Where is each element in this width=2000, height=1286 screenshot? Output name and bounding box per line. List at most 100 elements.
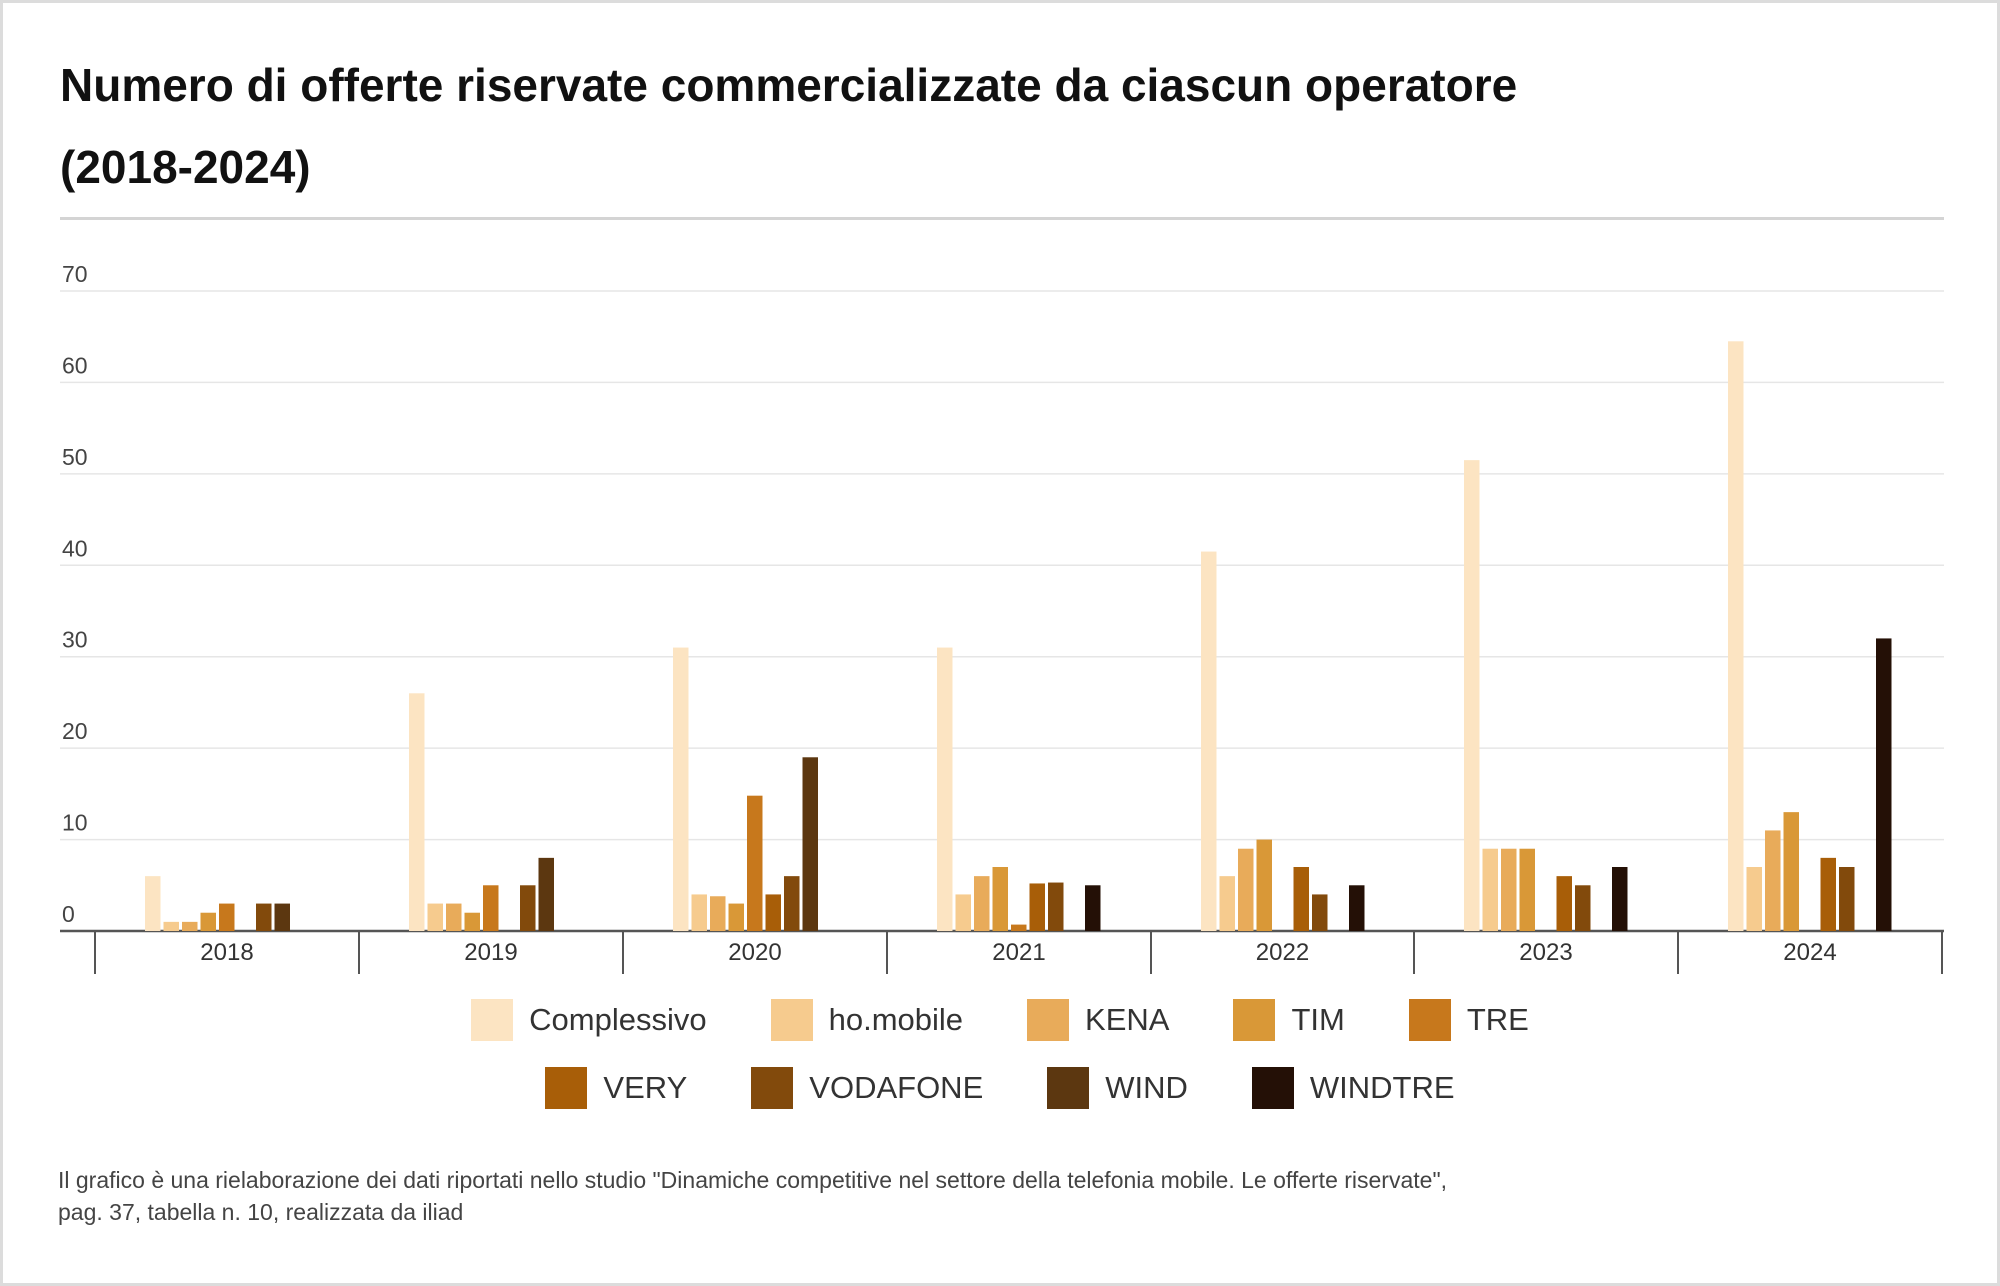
bar <box>1783 812 1799 931</box>
bar <box>446 903 462 931</box>
legend-item: TIM <box>1233 999 1345 1041</box>
legend-swatch <box>751 1067 794 1109</box>
bar <box>747 795 763 931</box>
bar <box>992 867 1008 931</box>
bar <box>1575 885 1591 931</box>
y-tick-label: 30 <box>62 627 88 653</box>
legend-swatch <box>770 999 813 1041</box>
bar <box>1765 830 1781 931</box>
x-tick-label: 2018 <box>200 939 253 966</box>
chart-legend: Complessivo ho.mobile KENA TIM TRE VERY VODAF… <box>0 998 2000 1134</box>
bar <box>182 921 198 931</box>
bar <box>483 885 499 931</box>
legend-item: VODAFONE <box>751 1067 983 1109</box>
legend-swatch <box>1233 999 1276 1041</box>
bar <box>1482 848 1498 931</box>
bar <box>784 876 800 931</box>
bar <box>1820 857 1836 931</box>
legend-label: WIND <box>1105 1070 1188 1105</box>
x-tick-label: 2024 <box>1783 939 1836 966</box>
y-tick-label: 0 <box>62 901 75 927</box>
bar <box>1464 460 1480 931</box>
legend-item: WINDTRE <box>1251 1067 1455 1109</box>
bar <box>427 903 443 931</box>
title-divider <box>60 217 1944 220</box>
bar <box>673 647 689 931</box>
x-tick-label: 2023 <box>1519 939 1572 966</box>
bar <box>1746 867 1762 931</box>
bar <box>1293 867 1309 931</box>
legend-label: Complessivo <box>529 1002 707 1037</box>
bar <box>710 896 726 931</box>
bar <box>1519 848 1535 931</box>
bar <box>802 757 818 931</box>
bar <box>1876 638 1892 931</box>
legend-label: ho.mobile <box>828 1002 964 1037</box>
bar <box>1312 894 1328 931</box>
legend-item: KENA <box>1027 999 1169 1041</box>
y-tick-label: 10 <box>62 810 88 836</box>
bar <box>1556 876 1572 931</box>
legend-row: VERY VODAFONE WIND WINDTRE <box>0 1066 2000 1110</box>
bar <box>145 876 161 931</box>
chart-title-line-2: (2018-2024) <box>60 141 311 193</box>
bar <box>1238 848 1254 931</box>
bar <box>409 693 425 931</box>
bar <box>974 876 990 931</box>
chart-footnote: Il grafico è una rielaborazione dei dati… <box>58 1164 1758 1228</box>
footnote-line-1: Il grafico è una rielaborazione dei dati… <box>58 1167 1447 1193</box>
bar <box>1612 867 1628 931</box>
legend-label: VERY <box>603 1070 688 1105</box>
bar <box>219 903 235 931</box>
legend-label: WINDTRE <box>1309 1070 1455 1105</box>
legend-item: TRE <box>1408 999 1529 1041</box>
legend-label: KENA <box>1085 1002 1170 1037</box>
legend-label: VODAFONE <box>809 1070 984 1105</box>
bar-chart: 0 10 20 30 40 50 60 70 2018 2019 2020 2021 2022 2023 2… <box>60 261 1944 974</box>
bar <box>256 903 272 931</box>
bar <box>1048 882 1064 931</box>
footnote-line-2: pag. 37, tabella n. 10, realizzata da il… <box>58 1199 464 1225</box>
bar <box>1011 924 1027 931</box>
bar <box>1501 848 1517 931</box>
x-tick-label: 2020 <box>728 939 781 966</box>
y-tick-label: 60 <box>62 352 88 378</box>
legend-item: ho.mobile <box>770 999 964 1041</box>
bar <box>520 885 536 931</box>
bar <box>728 903 744 931</box>
legend-item: WIND <box>1047 1067 1188 1109</box>
legend-row: Complessivo ho.mobile KENA TIM TRE <box>0 998 2000 1042</box>
y-tick-label: 70 <box>62 261 88 287</box>
y-tick-label: 50 <box>62 444 88 470</box>
bar <box>1085 885 1101 931</box>
bar <box>1256 839 1272 931</box>
bar <box>200 912 216 931</box>
legend-item: Complessivo <box>471 999 707 1041</box>
legend-swatch <box>1408 999 1451 1041</box>
legend-label: TRE <box>1466 1002 1529 1037</box>
chart-title: Numero di offerte riservate commercializ… <box>60 44 1760 208</box>
legend-swatch <box>1027 999 1070 1041</box>
bar <box>1029 883 1045 931</box>
chart-title-line-1: Numero di offerte riservate commercializ… <box>60 59 1518 111</box>
legend-swatch <box>1251 1067 1294 1109</box>
x-tick-label: 2021 <box>992 939 1045 966</box>
bar <box>1201 551 1217 931</box>
y-tick-label: 20 <box>62 718 88 744</box>
bar <box>1349 885 1365 931</box>
legend-swatch <box>1047 1067 1090 1109</box>
legend-swatch <box>545 1067 588 1109</box>
bar <box>691 894 707 931</box>
bar <box>1839 867 1855 931</box>
legend-label: TIM <box>1291 1002 1345 1037</box>
y-tick-label: 40 <box>62 535 88 561</box>
legend-item: VERY <box>545 1067 687 1109</box>
bar <box>538 857 554 931</box>
bar <box>1219 876 1235 931</box>
bar <box>937 647 953 931</box>
x-tick-label: 2019 <box>464 939 517 966</box>
bar <box>274 903 290 931</box>
legend-swatch <box>471 999 514 1041</box>
bar <box>163 921 179 931</box>
